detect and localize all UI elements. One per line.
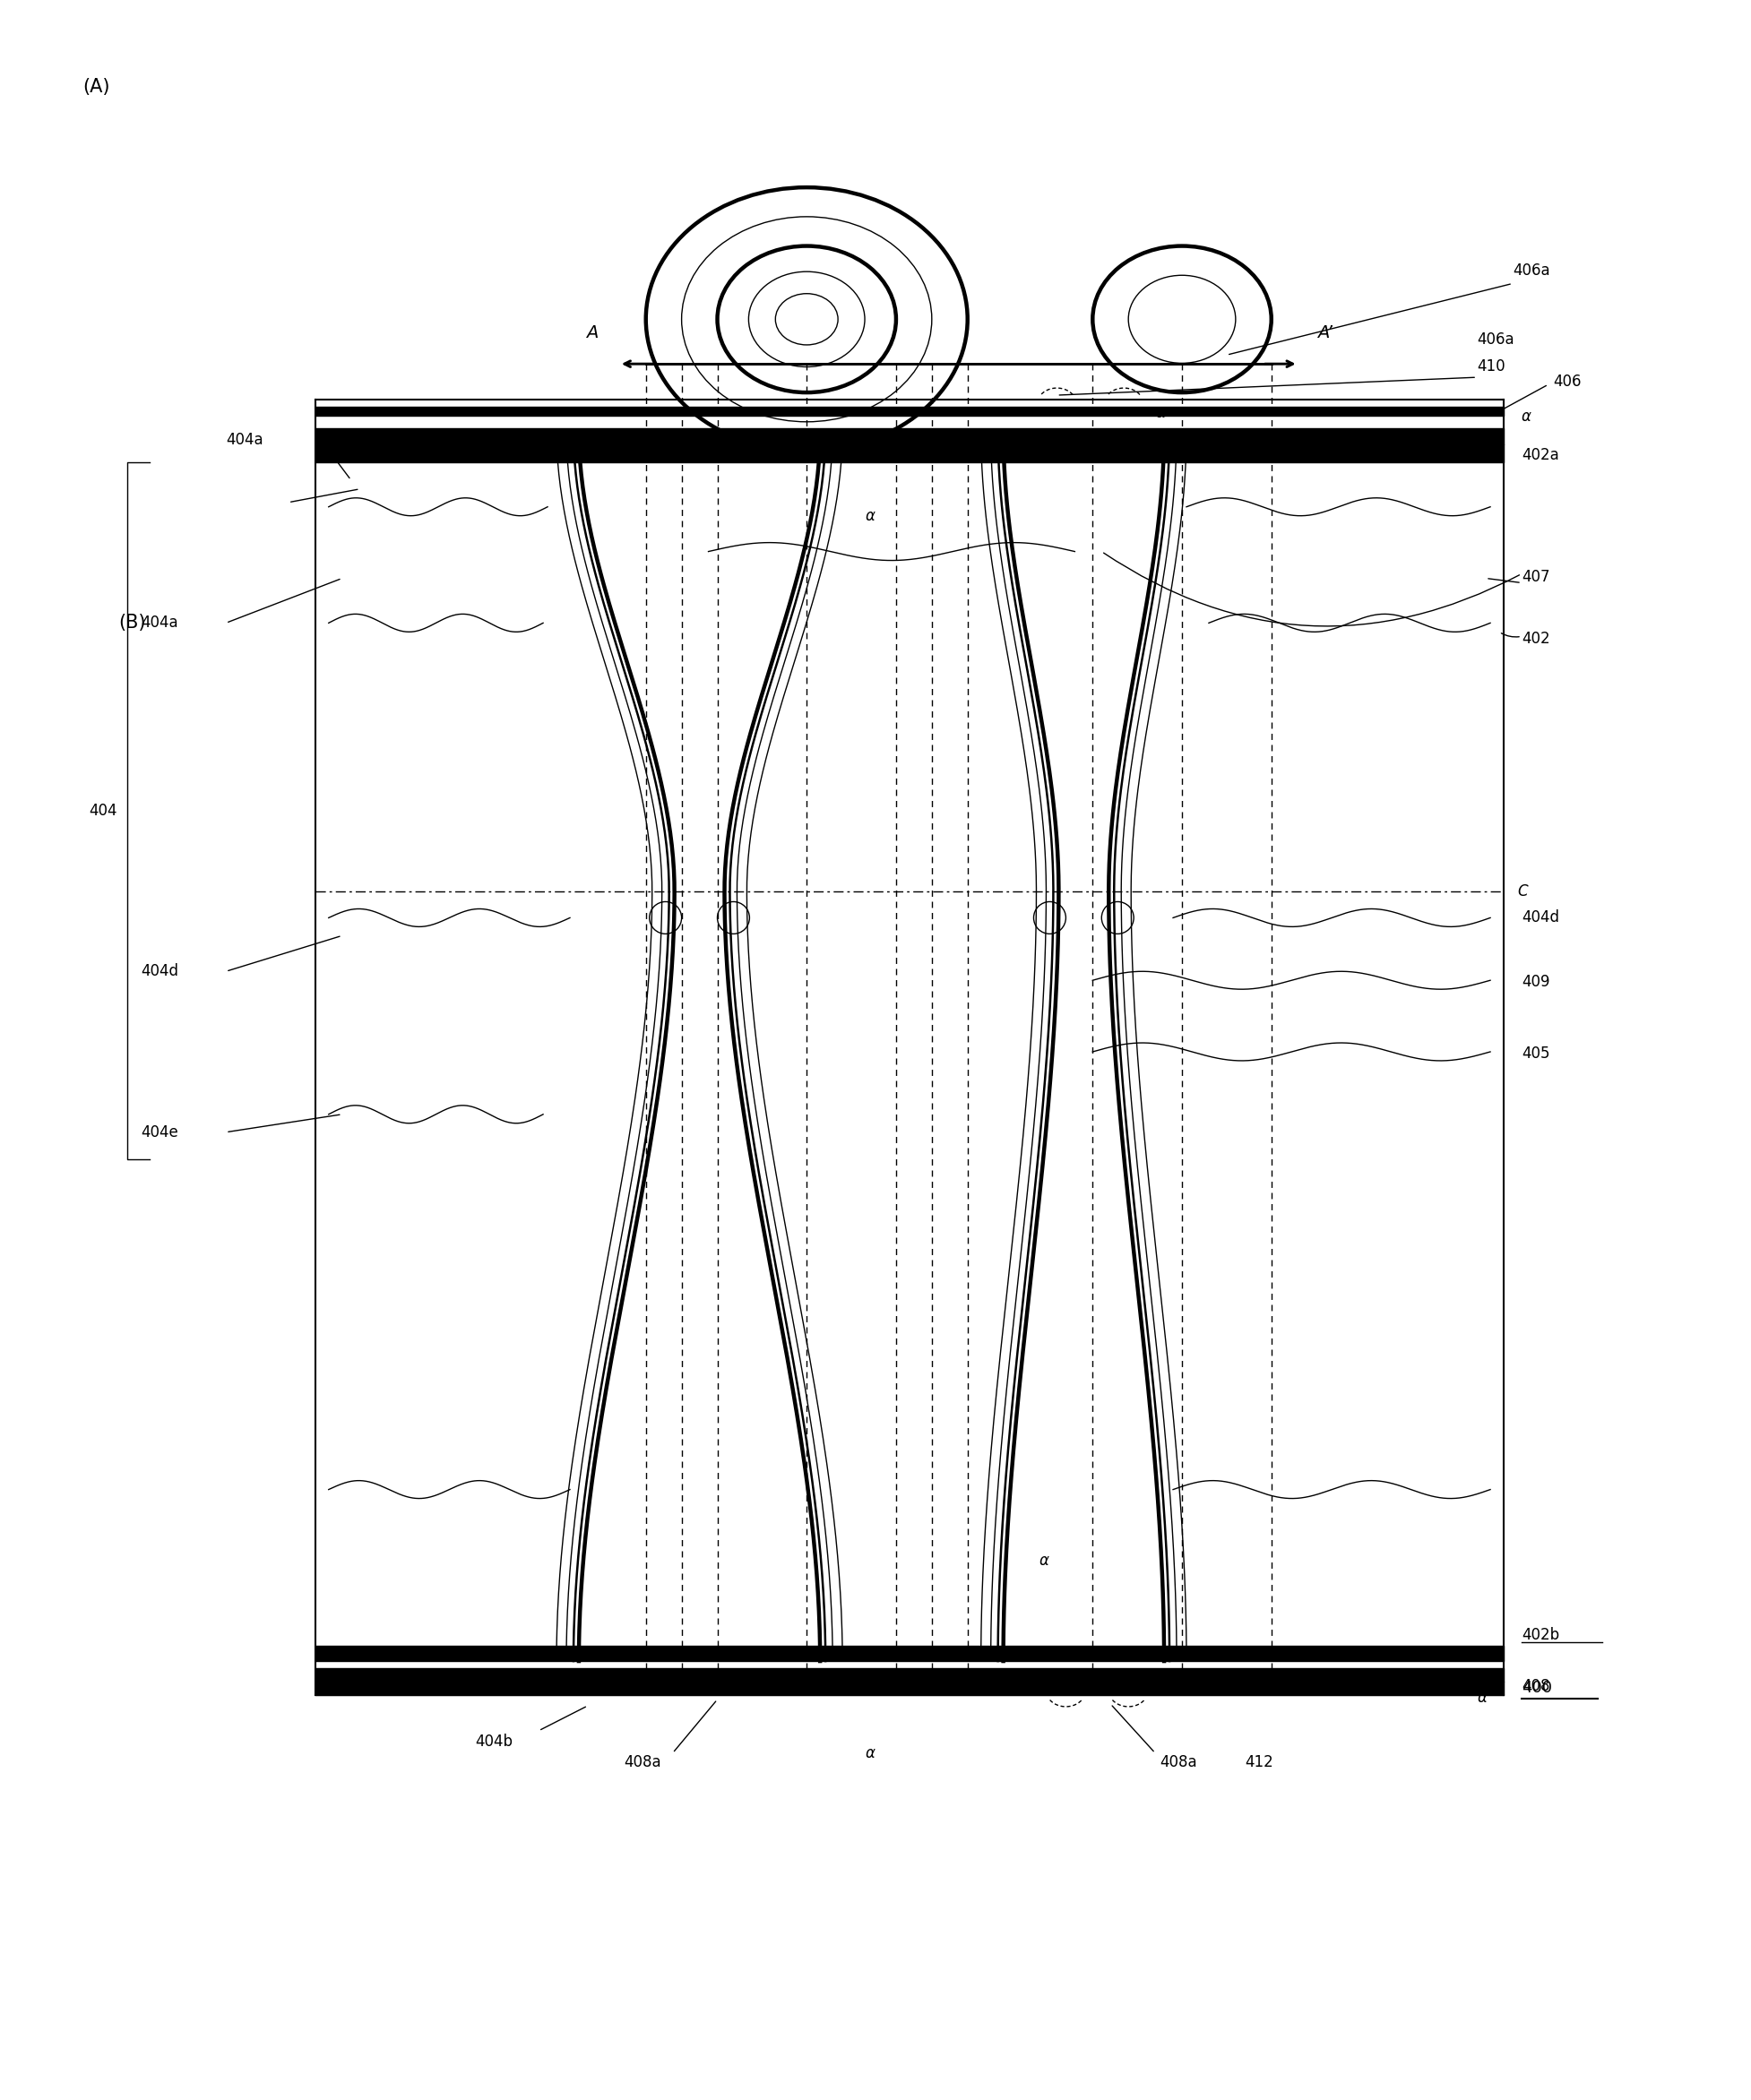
Text: 404b: 404b: [475, 1732, 513, 1749]
Text: 407: 407: [1522, 569, 1550, 584]
Text: 404d: 404d: [1522, 909, 1558, 926]
Text: 408a: 408a: [1159, 1754, 1198, 1770]
Text: 402: 402: [1522, 630, 1550, 647]
Text: 402a: 402a: [1522, 447, 1558, 464]
Text: 402b: 402b: [1522, 1628, 1560, 1642]
Text: 404d: 404d: [142, 964, 179, 979]
Text: 410: 410: [1476, 359, 1506, 374]
Text: α: α: [865, 508, 876, 523]
Text: α: α: [865, 1745, 876, 1762]
Text: 408: 408: [1522, 1678, 1550, 1695]
Text: 400: 400: [1522, 1680, 1551, 1697]
Text: 404e: 404e: [142, 1124, 179, 1140]
Text: 406a: 406a: [1476, 332, 1515, 349]
Text: 406: 406: [1553, 374, 1581, 391]
Text: 404: 404: [89, 802, 117, 819]
Text: 412: 412: [1245, 1754, 1273, 1770]
Text: 408a: 408a: [623, 1754, 660, 1770]
Text: C: C: [1516, 882, 1527, 899]
Text: A’: A’: [1317, 326, 1333, 342]
Text: 406a: 406a: [1513, 262, 1550, 279]
Text: 409: 409: [1522, 974, 1550, 991]
Text: α: α: [1522, 410, 1532, 424]
Text: (B): (B): [119, 613, 145, 632]
Text: 404a: 404a: [142, 615, 179, 630]
Text: (A): (A): [82, 78, 110, 97]
Text: α: α: [1476, 1690, 1487, 1705]
Text: α: α: [1038, 1552, 1049, 1569]
Text: 405: 405: [1522, 1046, 1550, 1063]
Text: A: A: [587, 326, 599, 342]
Text: α: α: [1156, 405, 1164, 422]
Text: 404a: 404a: [226, 433, 263, 447]
